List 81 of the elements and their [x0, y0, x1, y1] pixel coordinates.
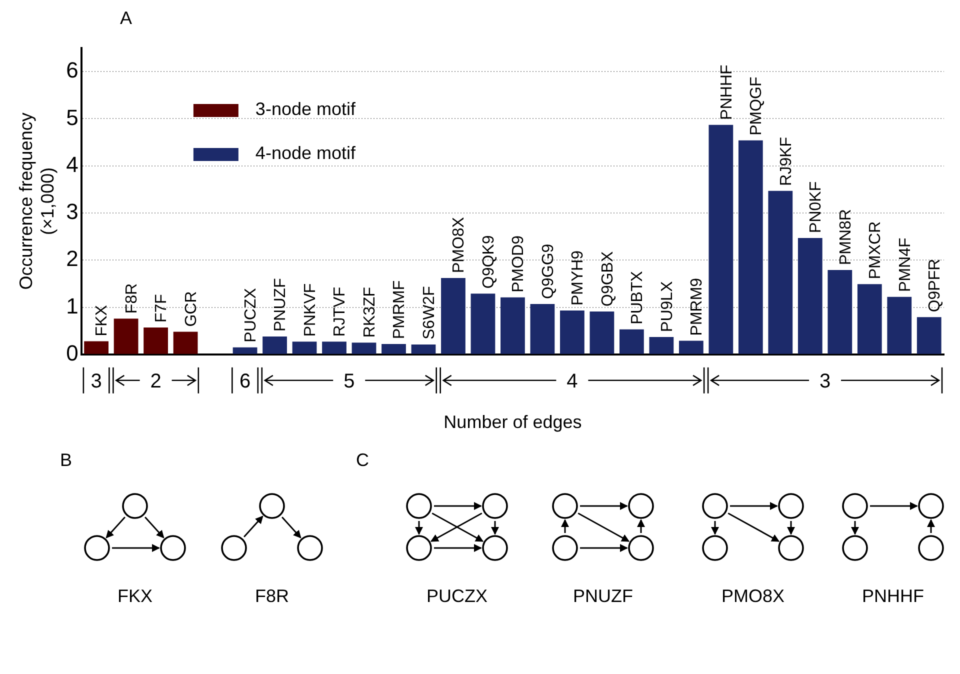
bar: [382, 344, 406, 354]
bar: [411, 344, 436, 354]
y-axis-title: Occurrence frequency (×1,000): [16, 112, 58, 290]
x-tick-label: S6W2F: [420, 286, 438, 340]
y-tick-label: 5: [66, 104, 78, 130]
x-tick-label: RJTVF: [332, 286, 349, 337]
bar: [619, 329, 644, 354]
x-tick-label: F8R: [123, 283, 140, 314]
x-axis-title: Number of edges: [444, 412, 582, 432]
x-tick-label: PMRM9: [688, 278, 706, 336]
bar: [828, 270, 852, 354]
x-tick-label: Q9PFR: [926, 258, 944, 312]
legend-label: 3-node motif: [255, 98, 356, 119]
y-tick-label: 3: [66, 199, 78, 224]
y-tick-label: 4: [66, 152, 78, 177]
text: PMO8X: [720, 586, 786, 607]
bar: [352, 342, 376, 354]
y-tick-label: 2: [66, 246, 78, 272]
bar: [441, 278, 466, 354]
bar: [678, 340, 704, 354]
x-tick-label: PMXCR: [867, 221, 884, 280]
text: 2: [150, 370, 162, 392]
bar: [322, 342, 346, 354]
x-tick-label: GCR: [182, 291, 200, 327]
text: 5: [344, 370, 355, 392]
x-tick-label: PNKVF: [302, 283, 319, 337]
text: PNHHF: [861, 586, 925, 607]
text: F8R: [254, 586, 290, 607]
bar: [560, 310, 584, 354]
text: B: [60, 450, 72, 471]
bar: [708, 124, 734, 354]
text: PUCZX: [425, 586, 488, 607]
x-tick-label: PMQGF: [748, 76, 766, 136]
x-tick-label: Q9GBX: [599, 251, 616, 307]
x-tick-label: Q9QK9: [480, 235, 498, 289]
bar: [590, 312, 614, 354]
bar: [292, 342, 317, 354]
x-tick-label: PU9LX: [658, 280, 676, 332]
text: FKX: [116, 586, 154, 607]
bar: [768, 190, 793, 354]
x-tick-label: PMN4F: [896, 237, 914, 292]
x-tick-label: PMRMF: [391, 280, 408, 340]
bar: [887, 296, 912, 354]
bar: [84, 341, 108, 354]
x-tick-label: PUBTX: [629, 270, 646, 324]
bar: [649, 336, 674, 354]
x-tick-label: PN0KF: [808, 181, 825, 233]
x-tick-label: FKX: [94, 304, 111, 336]
text: 6: [239, 370, 251, 392]
text: 3: [819, 370, 831, 392]
text: PNUZF: [572, 586, 634, 607]
text: 4: [566, 370, 578, 392]
bar: [173, 332, 198, 354]
bar: [798, 238, 822, 354]
text: 3: [90, 370, 102, 392]
legend-label: 4-node motif: [255, 142, 356, 163]
x-tick-label: Q9GG9: [540, 244, 557, 299]
bar: [262, 336, 287, 354]
bar: [144, 328, 168, 354]
bar: [530, 304, 555, 354]
x-tick-label: PUCZX: [242, 288, 260, 342]
x-tick-label: PMN8R: [837, 209, 854, 266]
text: C: [356, 450, 369, 471]
x-tick-label: F7F: [153, 294, 170, 323]
x-tick-label: PNUZF: [272, 278, 290, 332]
y-tick-label: 6: [66, 58, 78, 83]
bar: [738, 140, 763, 354]
text: A: [120, 8, 132, 28]
x-tick-label: PMYH9: [570, 250, 587, 306]
y-tick-label: 1: [66, 293, 78, 318]
bar: [232, 347, 258, 354]
bar: [500, 297, 525, 354]
bar: [114, 318, 138, 354]
bar: [470, 294, 496, 354]
x-tick-label: PMOD9: [510, 235, 528, 292]
x-tick-label: PMO8X: [450, 216, 468, 274]
bar: [857, 284, 882, 354]
x-tick-label: RK3ZF: [361, 286, 378, 338]
y-tick-label: 0: [66, 340, 78, 366]
bar: [916, 317, 942, 354]
x-tick-label: RJ9KF: [778, 136, 795, 186]
